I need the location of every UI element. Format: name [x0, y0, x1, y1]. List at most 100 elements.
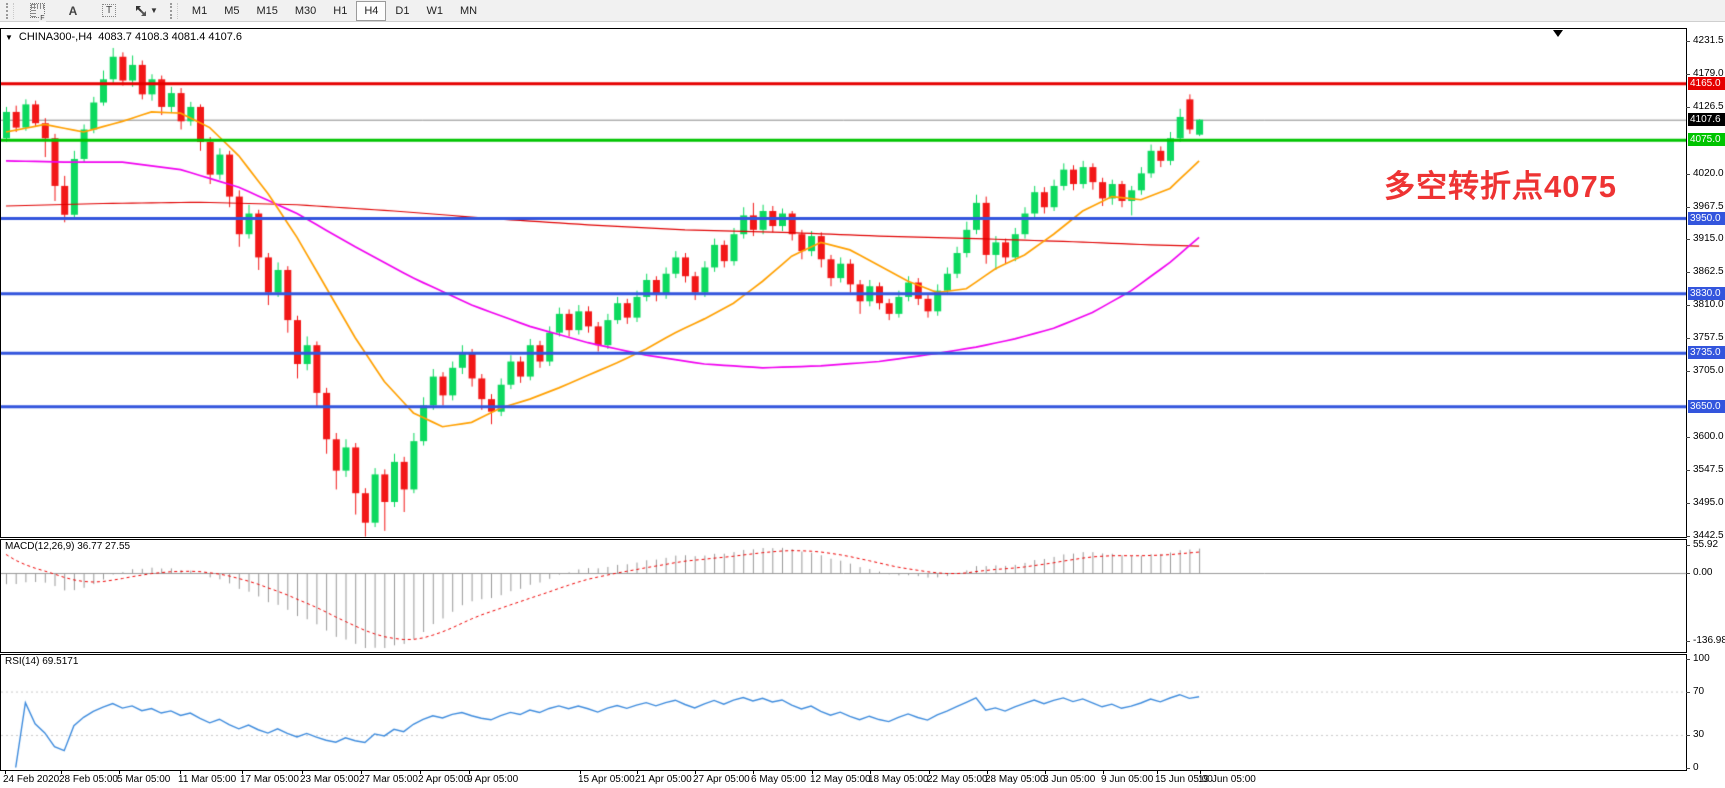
date-label: 9 Apr 05:00 — [467, 774, 519, 785]
price-tick-label: 3600.0 — [1693, 431, 1724, 443]
level-price-label: 3735.0 — [1688, 346, 1725, 360]
timeframe-button-MN[interactable]: MN — [459, 4, 478, 17]
date-label: 23 Mar 05:00 — [300, 774, 359, 785]
price-scale[interactable]: 4231.5 4179.0 4126.5 4020.0 3967.5 3915.0 3862… — [1686, 28, 1725, 773]
toolbar-grip-2[interactable] — [169, 2, 178, 19]
scale-tickmark — [1686, 659, 1690, 660]
price-chart-panel: ▼ CHINA300-,H4 4083.7 4108.3 4081.4 4107… — [0, 28, 1687, 538]
scale-tickmark — [1686, 305, 1690, 307]
scale-tickmark — [1686, 767, 1690, 769]
price-tick-label: 4179.0 — [1693, 67, 1724, 79]
date-tickmark — [361, 770, 362, 774]
timeframe-button-H1[interactable]: H1 — [333, 4, 348, 17]
symbol-dropdown-icon[interactable]: ▼ — [5, 32, 13, 42]
date-label: 24 Feb 2020 — [3, 774, 60, 785]
timeframe-button-H4[interactable]: H4 — [356, 0, 387, 21]
arrows-icon — [136, 5, 146, 16]
rsi-scale-label: 70 — [1693, 685, 1705, 697]
time-axis[interactable]: 24 Feb 2020 28 Feb 05:00 5 Mar 05:00 11 Mar… — [0, 770, 1725, 788]
chevron-down-icon: ▼ — [150, 6, 158, 15]
price-tick-label: 3757.5 — [1693, 332, 1724, 344]
price-tick-label: 3705.0 — [1693, 365, 1724, 377]
scale-tickmark — [1686, 338, 1690, 340]
timeframe-button-W1[interactable]: W1 — [426, 4, 443, 17]
price-tick-label: 4231.5 — [1693, 35, 1724, 46]
macd-label: MACD(12,26,9) 36.77 27.55 — [5, 541, 131, 552]
symbol-timeframe-label: CHINA300-,H4 — [18, 31, 93, 43]
ohlc-readout: 4083.7 4108.3 4081.4 4107.6 — [98, 31, 243, 43]
indicator-grid-icon: F — [29, 3, 46, 22]
arrange-arrows-button[interactable]: ▼ — [128, 1, 164, 21]
scale-tickmark — [1686, 41, 1690, 42]
annotation-text[interactable]: 多空转折点4075 — [1384, 169, 1617, 204]
date-label: 15 Jun 05:00 — [1155, 774, 1213, 785]
date-tickmark — [180, 770, 181, 774]
date-tickmark — [695, 770, 696, 774]
date-tickmark — [302, 770, 303, 774]
level-price-label: 3830.0 — [1688, 286, 1725, 300]
date-tickmark — [61, 770, 62, 774]
date-tickmark — [242, 770, 243, 774]
text-annotation-button[interactable]: A — [56, 1, 90, 21]
price-chart-canvas[interactable] — [1, 29, 1686, 537]
rsi-canvas[interactable] — [1, 655, 1686, 770]
price-tick-label: 3495.0 — [1693, 496, 1724, 508]
scale-tickmark — [1686, 502, 1690, 504]
current-price-label: 4107.6 — [1688, 112, 1725, 126]
date-tickmark — [753, 770, 754, 774]
date-tickmark — [812, 770, 813, 774]
price-tick-label: 3862.5 — [1693, 266, 1724, 278]
date-tickmark — [580, 770, 581, 774]
date-label: 2 Apr 05:00 — [418, 774, 470, 785]
scale-tickmark — [1686, 691, 1690, 693]
date-tickmark — [1103, 770, 1104, 774]
toolbar: F A T ▼ M1 M5 M15 M30 H1 H4 D1 W1 MN — [0, 0, 1725, 22]
scale-tickmark — [1686, 641, 1690, 643]
scale-tickmark — [1686, 239, 1690, 241]
date-tickmark — [420, 770, 421, 774]
timeframe-button-M5[interactable]: M5 — [224, 4, 240, 17]
date-tickmark — [5, 770, 6, 774]
scale-tickmark — [1686, 469, 1690, 471]
price-tick-label: 3810.0 — [1693, 299, 1724, 311]
indicator-grid-button[interactable]: F — [20, 1, 54, 22]
chart-title: ▼ CHINA300-,H4 4083.7 4108.3 4081.4 4107… — [5, 31, 242, 43]
level-price-label: 4165.0 — [1688, 76, 1725, 90]
date-label: 6 May 05:00 — [751, 774, 807, 785]
timeframe-button-M1[interactable]: M1 — [191, 4, 208, 17]
scale-tickmark — [1686, 173, 1690, 175]
date-label: 3 Jun 05:00 — [1043, 774, 1096, 785]
scale-tickmark — [1686, 437, 1690, 439]
rsi-scale-label: 100 — [1693, 653, 1710, 664]
scale-tickmark — [1686, 573, 1690, 574]
date-tickmark — [469, 770, 470, 774]
scale-tickmark — [1686, 73, 1690, 75]
date-tickmark — [987, 770, 988, 774]
scale-tickmark — [1686, 545, 1690, 547]
date-tickmark — [637, 770, 638, 774]
chart-shift-marker[interactable] — [1553, 30, 1563, 37]
date-tickmark — [929, 770, 930, 774]
price-tick-label: 4126.5 — [1693, 100, 1724, 112]
boxed-t-icon: T — [101, 4, 117, 17]
date-label: 12 May 05:00 — [810, 774, 871, 785]
scale-tickmark — [1686, 371, 1690, 373]
level-price-label: 3650.0 — [1688, 399, 1725, 413]
price-tick-label: 3967.5 — [1693, 200, 1724, 212]
scale-tickmark — [1686, 272, 1690, 274]
level-price-label: 4075.0 — [1688, 133, 1725, 147]
date-label: 9 Jun 05:00 — [1101, 774, 1154, 785]
date-label: 28 Feb 05:00 — [59, 774, 118, 785]
date-label: 11 Mar 05:00 — [178, 774, 237, 785]
date-tickmark — [1045, 770, 1046, 774]
text-box-button[interactable]: T — [92, 1, 126, 21]
timeframe-button-M15[interactable]: M15 — [256, 4, 278, 17]
toolbar-grip[interactable] — [6, 2, 14, 19]
timeframe-button-D1[interactable]: D1 — [395, 4, 410, 17]
rsi-label: RSI(14) 69.5171 — [5, 656, 79, 667]
letter-a-icon: A — [68, 3, 78, 18]
timeframe-button-M30[interactable]: M30 — [294, 4, 317, 17]
level-price-label: 3950.0 — [1688, 211, 1725, 225]
date-label: 15 Apr 05:00 — [578, 774, 635, 785]
macd-canvas[interactable] — [1, 540, 1686, 652]
